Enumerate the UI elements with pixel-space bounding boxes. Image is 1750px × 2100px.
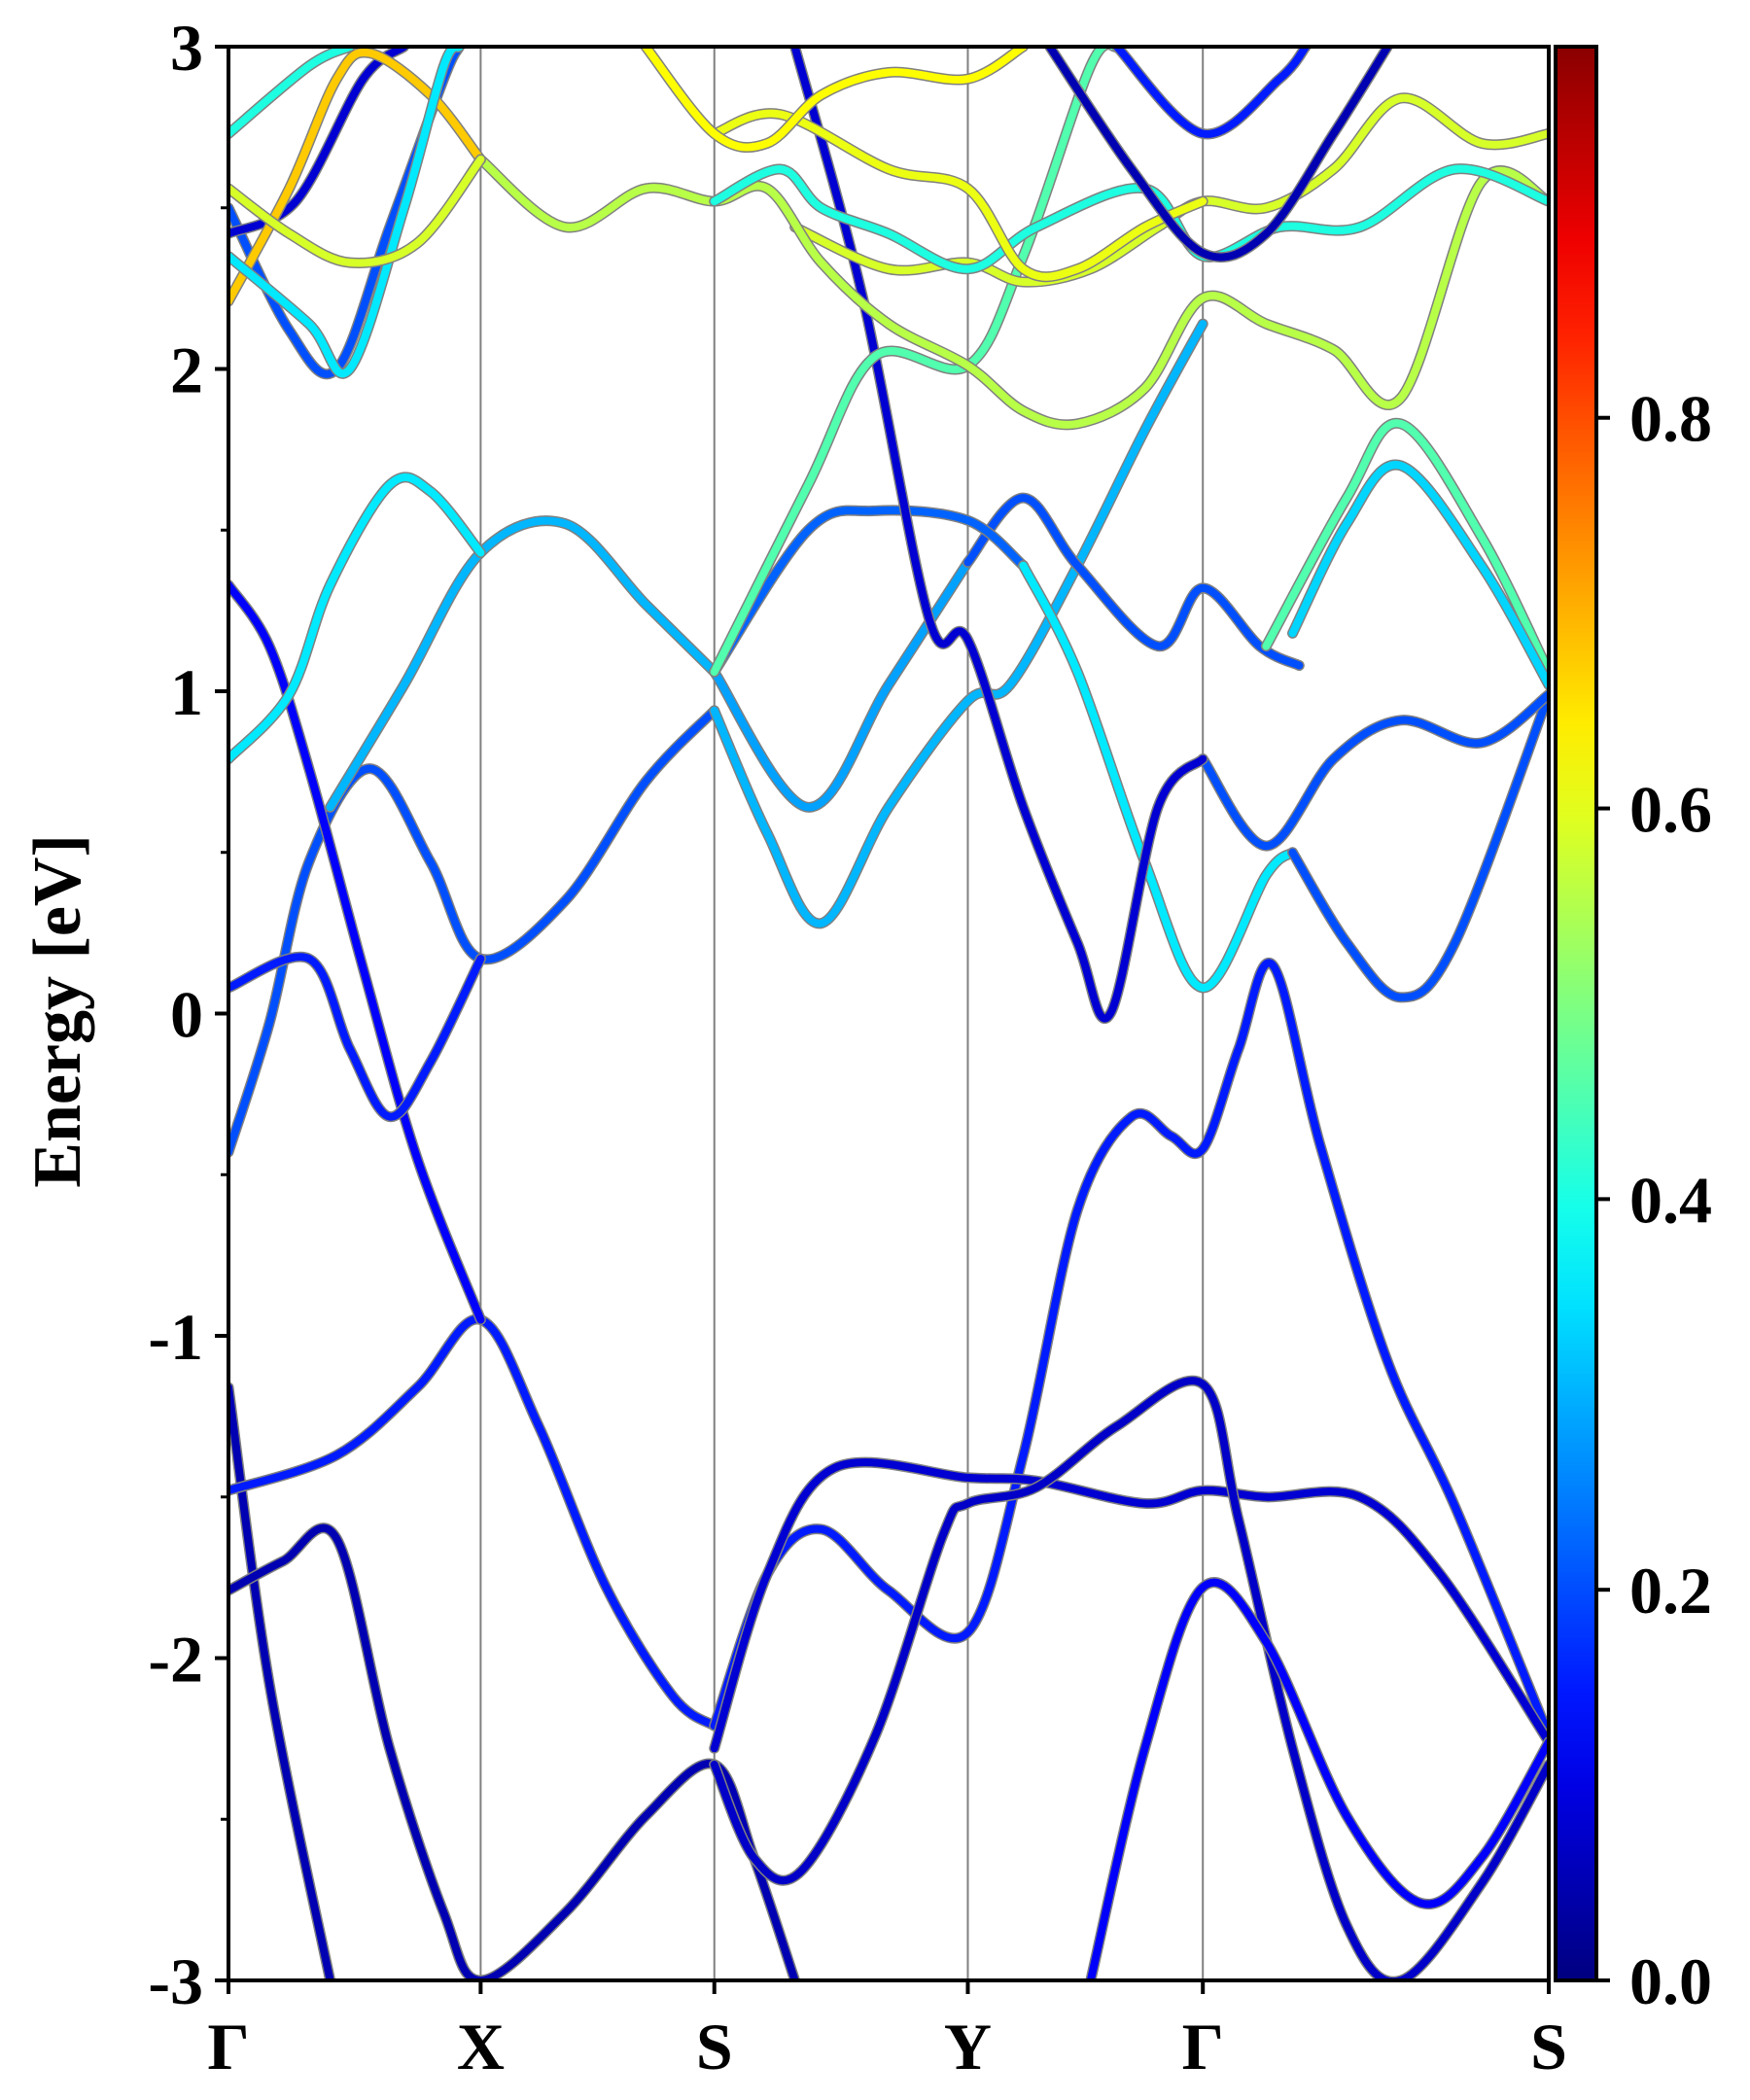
band-0 (228, 1382, 336, 1980)
band-outline (789, 92, 1549, 288)
band-28 (1044, 47, 1393, 262)
y-tick-label: -1 (148, 1300, 203, 1374)
band-outline (1260, 417, 1549, 678)
band-line (228, 953, 485, 1121)
colorbar-gradient (1554, 45, 1598, 1982)
x-tick-label: X (457, 2010, 505, 2083)
band-outline (228, 705, 720, 1158)
band-line (228, 156, 485, 267)
band-4 (709, 1456, 1549, 1754)
colorbar-tick-label: 0.6 (1629, 773, 1712, 847)
band-line (1112, 47, 1311, 138)
band-17 (1287, 688, 1549, 1003)
band-line (1288, 690, 1549, 1001)
x-tick-label: S (696, 2010, 733, 2083)
band-line (228, 47, 354, 138)
band-3 (709, 957, 1549, 1741)
band-2 (228, 1313, 720, 1732)
band-14 (228, 472, 486, 765)
band-line (710, 959, 1549, 1740)
y-axis-label: Energy [eV] (20, 834, 95, 1188)
band-13 (228, 951, 486, 1123)
y-axis: -3 -2 -1 0 1 2 3 (148, 11, 228, 2018)
band-outline (228, 579, 486, 1325)
y-tick-label: -2 (148, 1623, 203, 1697)
band-23 (789, 92, 1549, 288)
colorbar-tick-label: 0.4 (1629, 1163, 1712, 1237)
y-tick-label: -3 (148, 1944, 203, 2018)
band-line (476, 156, 1549, 429)
band-line (790, 93, 1549, 287)
bands-layer (228, 47, 1549, 1980)
y-tick-label: 2 (170, 333, 203, 407)
y-tick-label: 0 (170, 978, 203, 1052)
x-tick-label: Y (944, 2010, 992, 2083)
band-15 (709, 505, 1029, 678)
band-outline (228, 1313, 720, 1732)
band-33 (228, 47, 356, 139)
colorbar-tick-label: 0.0 (1629, 1944, 1712, 2018)
band-line (710, 164, 1549, 273)
band-outline (1018, 560, 1298, 994)
band-line (642, 47, 1028, 152)
band-21 (1287, 459, 1549, 690)
band-line (228, 1383, 334, 1980)
band-line (228, 706, 718, 1156)
band-line (326, 516, 718, 812)
band-line (790, 47, 1208, 1023)
band-line (1019, 561, 1297, 992)
band-line (228, 472, 485, 763)
y-tick-label: 3 (170, 11, 203, 85)
band-16 (1018, 560, 1298, 994)
band-9 (325, 515, 720, 813)
band-outline (1287, 459, 1549, 690)
band-line (1045, 47, 1392, 262)
band-line (1262, 419, 1549, 677)
band-line (710, 320, 1208, 928)
x-tick-label: Γ (207, 2010, 249, 2083)
band-line (710, 1458, 1549, 1753)
band-line (228, 47, 464, 378)
band-outline (1111, 47, 1312, 140)
x-tick-label: Γ (1182, 2010, 1224, 2083)
band-line (710, 506, 1028, 677)
band-27 (640, 47, 1029, 154)
band-7 (228, 705, 720, 1158)
band-5 (709, 1375, 1549, 1980)
band-line (228, 580, 485, 1324)
y-tick-label: 1 (170, 655, 203, 729)
band-25 (709, 163, 1549, 275)
colorbar: 0.0 0.2 0.4 0.6 0.8 (1554, 45, 1712, 2018)
band-outline (640, 47, 1029, 154)
band-6 (1085, 1577, 1549, 1980)
colorbar-tick-label: 0.8 (1629, 382, 1712, 456)
band-outline (1287, 688, 1549, 1003)
band-35 (228, 154, 486, 268)
band-outline (709, 957, 1549, 1741)
band-18 (1197, 688, 1549, 852)
band-34 (228, 47, 466, 379)
band-20 (1260, 417, 1549, 678)
band-line (1199, 690, 1549, 851)
band-line (1288, 461, 1549, 689)
band-12 (228, 579, 486, 1325)
x-tick-label: S (1530, 2010, 1567, 2083)
band-line (1086, 1578, 1549, 1980)
band-line (228, 1315, 718, 1731)
band-19 (789, 47, 1208, 1025)
band-29 (1111, 47, 1312, 140)
band-8 (709, 318, 1208, 929)
band-11 (962, 492, 1305, 671)
colorbar-tick-label: 0.2 (1629, 1554, 1712, 1628)
band-24 (474, 154, 1549, 431)
band-line (710, 1377, 1549, 1980)
band-line (963, 494, 1304, 670)
